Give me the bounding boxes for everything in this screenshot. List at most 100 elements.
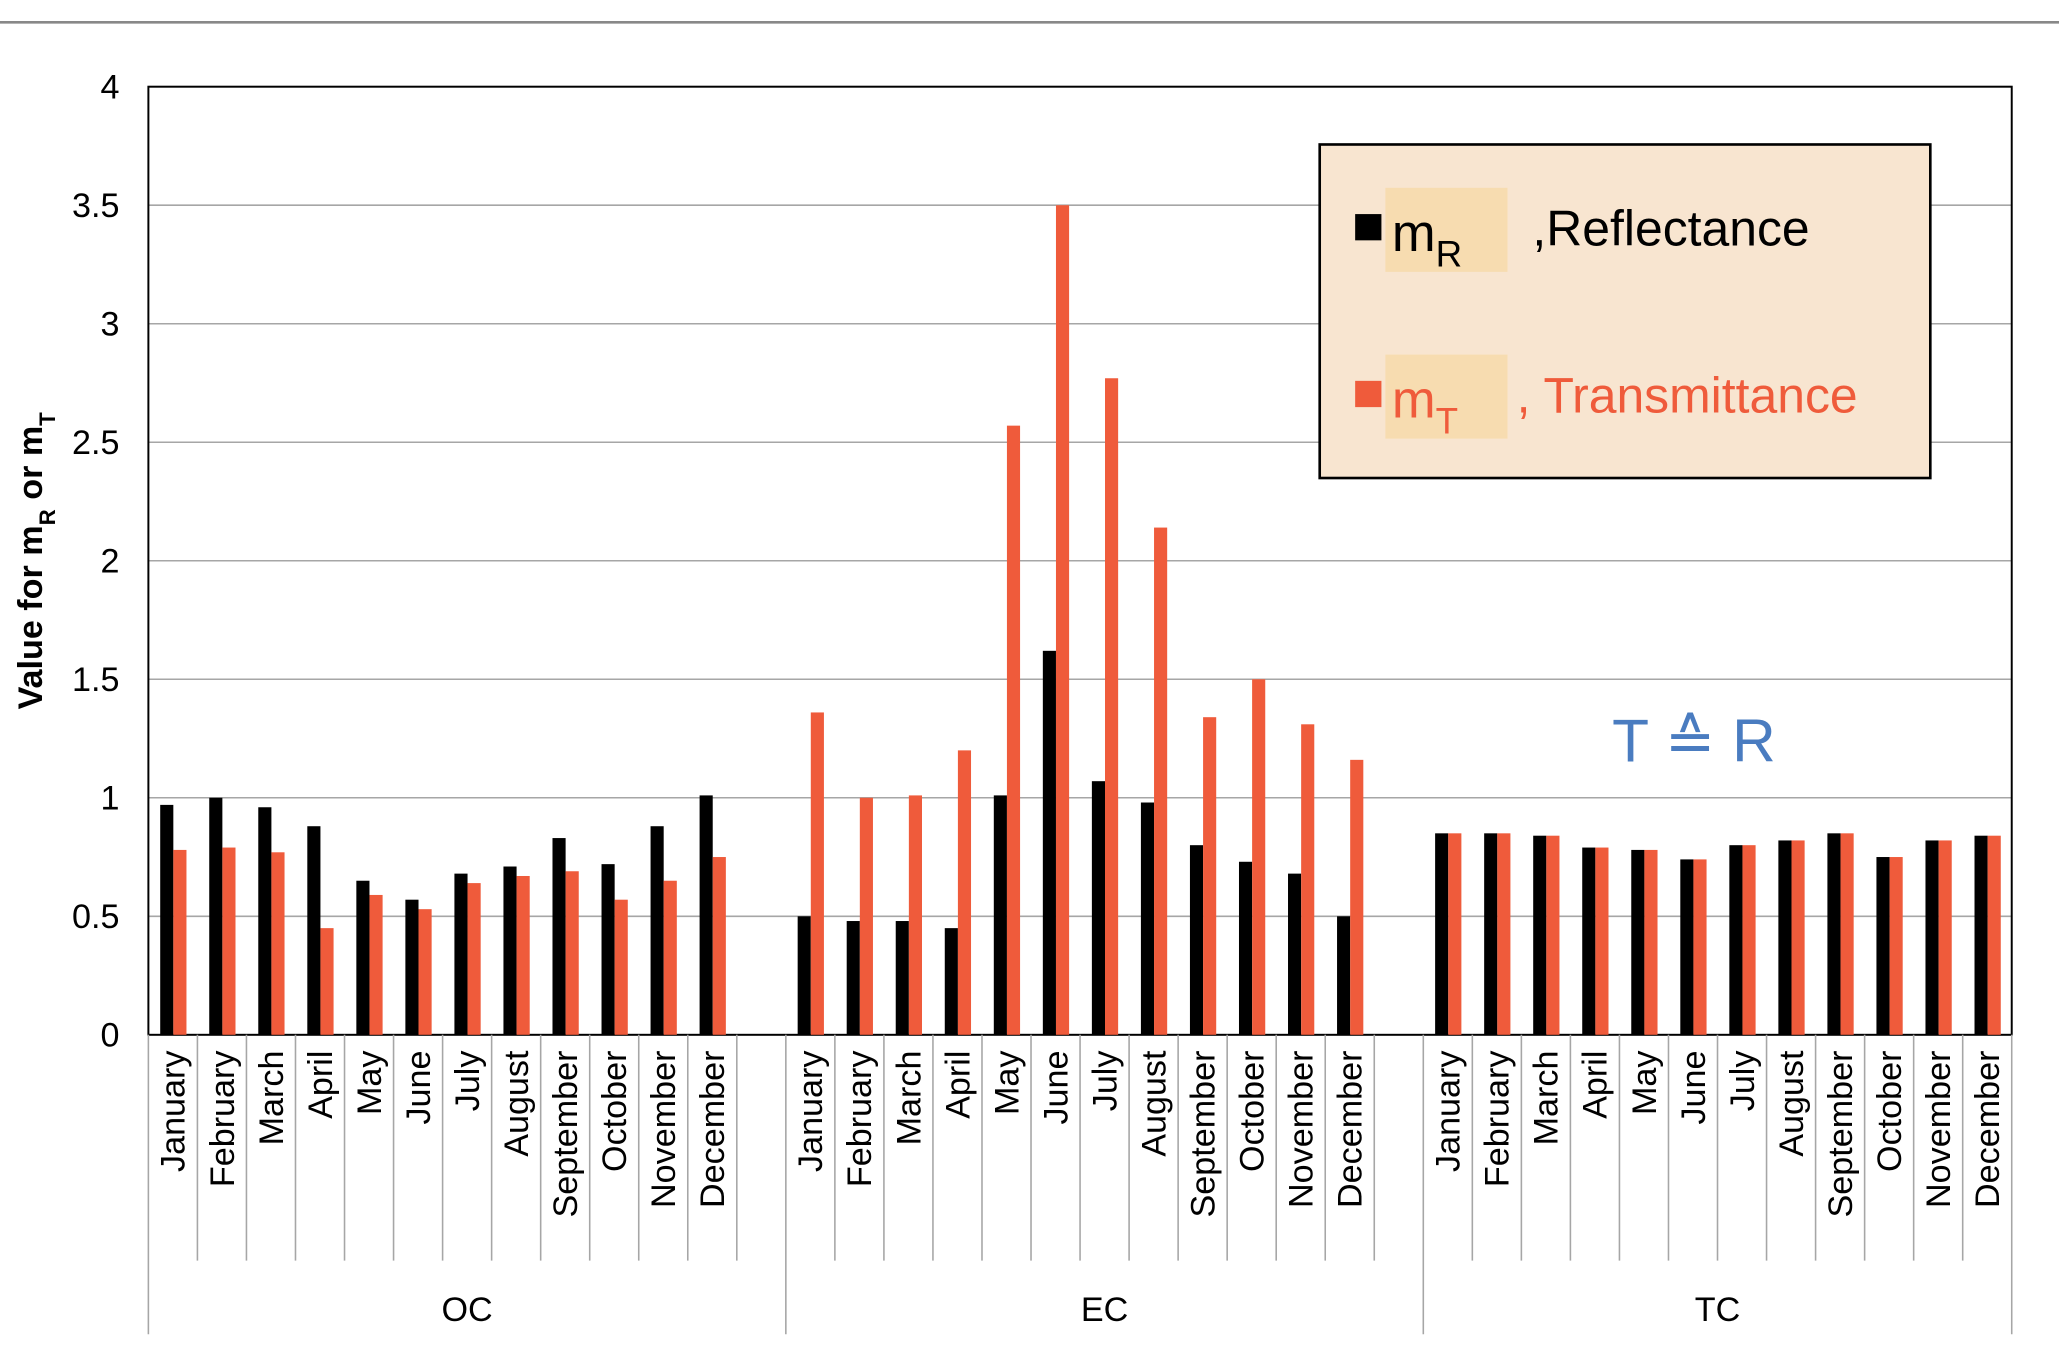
y-axis-label-part: T [35,412,60,426]
bar [1631,849,1645,1035]
x-tick-label: May [351,1051,389,1115]
bar [173,849,187,1035]
y-tick-label: 4 [101,69,120,107]
x-tick-label: November [1283,1051,1321,1208]
bar [1693,859,1707,1035]
bar [454,873,468,1035]
bar [797,916,811,1035]
bar [1987,835,2001,1035]
bar [1938,840,1952,1035]
bar [1105,378,1119,1035]
bar [1484,833,1498,1035]
x-tick-label: April [1577,1051,1615,1119]
legend-entry: mT [1392,371,1458,442]
x-tick-label: July [449,1051,487,1112]
legend-symbol: m [1392,204,1436,263]
bar [846,921,860,1035]
x-tick-label: March [1528,1051,1566,1146]
bar [356,880,370,1035]
bar [418,909,432,1035]
bar [1680,859,1694,1035]
bar [307,826,321,1035]
group-label: TC [1695,1291,1741,1329]
bar [1448,833,1462,1035]
bar [1840,833,1854,1035]
x-tick-label: February [841,1051,879,1188]
legend-highlight [1385,354,1508,439]
x-tick-label: June [400,1051,438,1125]
legend-subscript: T [1436,400,1458,441]
x-tick-label: July [1724,1051,1762,1112]
x-tick-label: December [1332,1051,1370,1208]
bar [1006,425,1021,1035]
legend-symbol: m [1392,371,1436,430]
x-tick-label: December [694,1051,732,1208]
bar [1827,833,1841,1035]
x-tick-label: November [1920,1051,1958,1208]
bar [320,928,334,1035]
legend-swatch [1355,380,1382,408]
x-tick-label: April [939,1051,977,1119]
bar [1337,916,1351,1035]
bar [271,852,285,1035]
bar [1288,873,1302,1035]
x-tick-label: June [1037,1051,1075,1125]
bar [957,750,972,1035]
bar [895,921,909,1035]
bar [1203,717,1217,1035]
x-tick-label: October [1233,1051,1271,1172]
bar [1301,724,1315,1035]
y-tick-label: 0 [101,1017,120,1055]
bar [1055,205,1070,1035]
bar [1189,845,1204,1035]
bar [258,807,272,1035]
bar [222,847,236,1035]
x-tick-label: June [1675,1051,1713,1125]
bar [369,894,383,1035]
y-tick-label: 3.5 [72,187,119,225]
bar [1889,857,1903,1035]
x-tick-label: March [890,1051,928,1146]
bar [160,804,174,1035]
bar [1876,857,1890,1035]
bar [1252,679,1266,1035]
legend-label: ,Reflectance [1532,201,1809,257]
y-tick-label: 0.5 [72,898,119,936]
y-tick-label: 3 [101,306,120,344]
x-tick-label: March [253,1051,291,1146]
x-tick-label: August [498,1050,536,1157]
bar [1546,835,1560,1035]
bar [712,857,726,1035]
group-label: OC [442,1291,493,1329]
annotation: T ≙ R [1612,707,1776,775]
bar [859,797,873,1035]
y-tick-label: 1.5 [72,661,119,699]
bar [1533,835,1547,1035]
x-tick-label: August [1135,1050,1173,1157]
bar [1595,847,1609,1035]
bar [1742,845,1756,1035]
y-axis-label: Value for mR or mT [12,412,60,710]
bar [944,928,958,1035]
legend-subscript: R [1436,234,1463,275]
bar [1925,840,1939,1035]
bar [650,826,664,1035]
bar [552,838,566,1035]
x-tick-label: September [547,1051,585,1218]
x-tick-label: December [1969,1051,2007,1208]
bar [1778,840,1792,1035]
x-tick-label: September [1822,1051,1860,1218]
bar [1435,833,1449,1035]
bar [1042,650,1056,1035]
legend-entry: mR [1392,204,1462,275]
bar [405,899,419,1035]
bar [1350,759,1364,1035]
x-tick-label: November [645,1051,683,1208]
y-tick-label: 2 [101,543,120,581]
bar [503,866,517,1035]
bar [601,864,615,1035]
x-tick-label: October [596,1051,634,1172]
group-label: EC [1081,1291,1128,1329]
bar [1729,845,1743,1035]
